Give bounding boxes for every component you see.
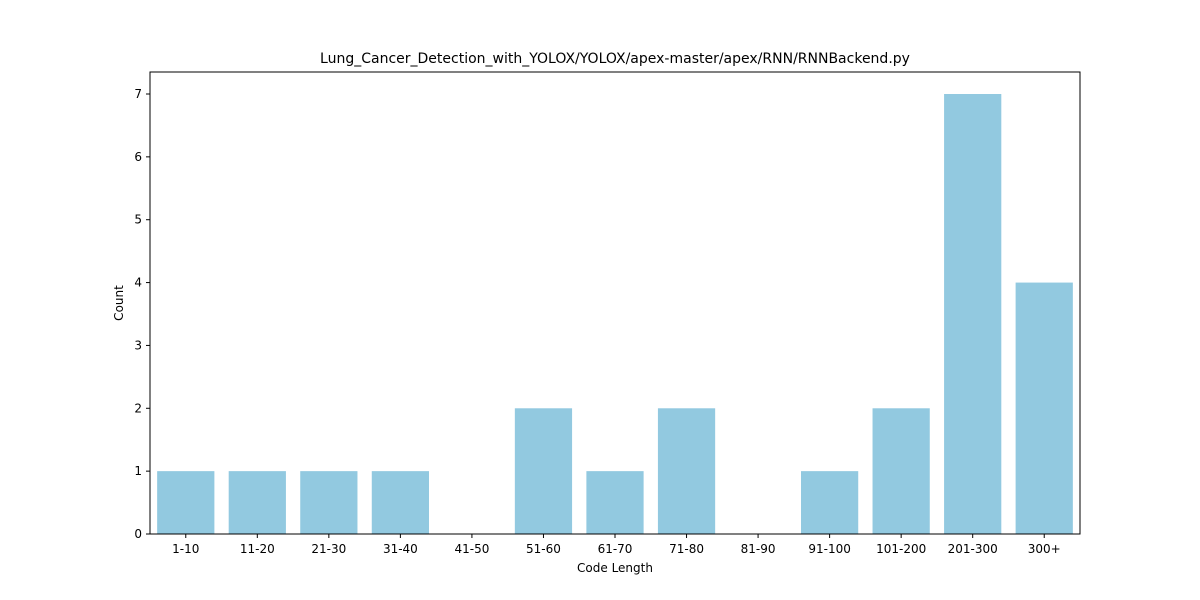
bar-21-30 <box>300 471 358 534</box>
bar-91-100 <box>801 471 859 534</box>
x-tick-label: 61-70 <box>598 542 633 556</box>
bar-101-200 <box>872 408 930 534</box>
x-tick-label: 201-300 <box>948 542 998 556</box>
bar-31-40 <box>371 471 429 534</box>
x-tick-label: 31-40 <box>383 542 418 556</box>
x-tick-label: 41-50 <box>454 542 489 556</box>
y-tick-label: 4 <box>134 276 142 290</box>
plot-frame <box>149 71 1081 535</box>
bar-300+ <box>1015 282 1073 534</box>
bar-71-80 <box>657 408 716 534</box>
x-tick-label: 71-80 <box>669 542 704 556</box>
y-axis-ticks: 0 1 2 3 4 5 6 7 <box>134 87 150 541</box>
bar-51-60 <box>514 408 573 534</box>
y-tick-label: 7 <box>134 87 142 101</box>
bar-61-70 <box>586 471 644 534</box>
x-axis-ticks: 1-10 11-20 21-30 31-40 41-50 51-60 61-70 71-80 8… <box>172 534 1061 556</box>
chart-title: Lung_Cancer_Detection_with_YOLOX/YOLOX/a… <box>320 51 910 67</box>
x-tick-label: 91-100 <box>808 542 851 556</box>
y-tick-label: 5 <box>134 213 142 227</box>
x-axis-label: Code Length <box>577 561 653 575</box>
bar-201-300 <box>944 94 1002 534</box>
x-tick-label: 21-30 <box>311 542 346 556</box>
y-tick-label: 6 <box>134 150 142 164</box>
bar-1-10 <box>157 471 215 534</box>
y-tick-label: 2 <box>134 401 142 415</box>
x-tick-label: 300+ <box>1028 542 1061 556</box>
y-tick-label: 3 <box>134 338 142 352</box>
x-tick-label: 81-90 <box>741 542 776 556</box>
y-tick-label: 0 <box>134 527 142 541</box>
y-tick-label: 1 <box>134 464 142 478</box>
x-tick-label: 51-60 <box>526 542 561 556</box>
y-axis-label: Count <box>112 285 126 321</box>
x-tick-label: 11-20 <box>240 542 275 556</box>
x-tick-label: 1-10 <box>172 542 199 556</box>
bars-group <box>157 94 1073 534</box>
bar-11-20 <box>228 471 286 534</box>
x-tick-label: 101-200 <box>876 542 926 556</box>
